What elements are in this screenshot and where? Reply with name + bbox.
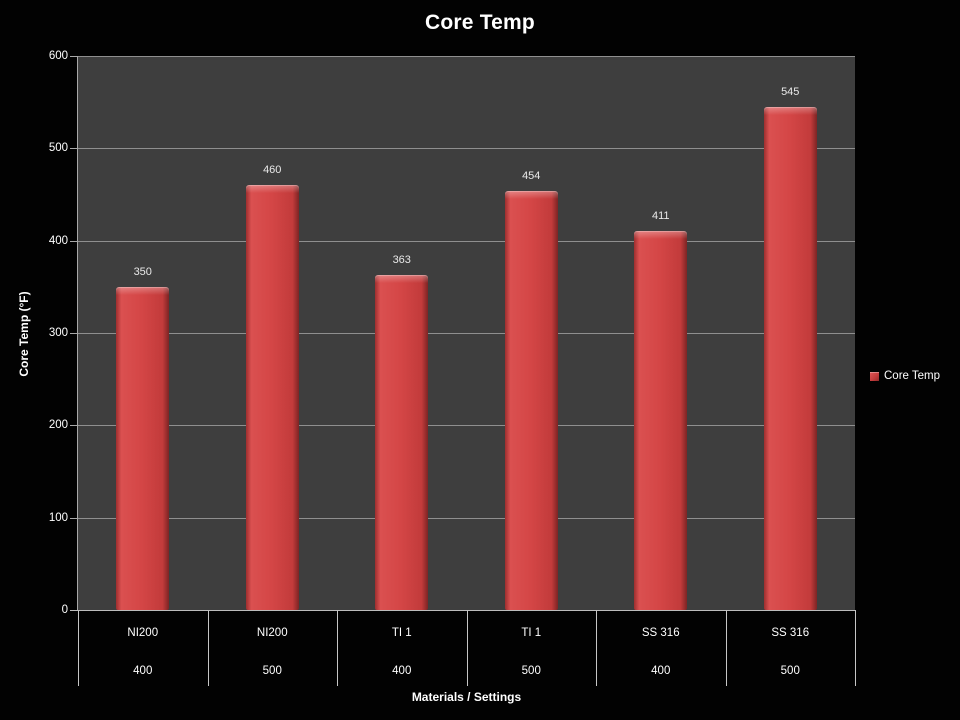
category-material-label: NI200 xyxy=(127,627,159,639)
y-axis-line xyxy=(77,56,78,611)
y-tick-label-500: 500 xyxy=(48,142,68,154)
category-setting-label: 400 xyxy=(133,665,153,677)
y-tick-label-600: 600 xyxy=(48,50,68,62)
gridline-500 xyxy=(78,148,855,149)
legend-label: Core Temp xyxy=(884,370,941,382)
y-tick-100 xyxy=(70,518,77,519)
category-material-label: TI 1 xyxy=(391,627,412,639)
category-material-label: SS 316 xyxy=(771,627,810,639)
category-material-label: SS 316 xyxy=(641,627,680,639)
x-axis-line xyxy=(70,610,856,611)
y-tick-label-100: 100 xyxy=(48,512,68,524)
legend: Core Temp xyxy=(870,368,940,384)
y-tick-label-300: 300 xyxy=(48,327,68,339)
gridline-200 xyxy=(78,425,855,426)
y-tick-300 xyxy=(70,333,77,334)
bar-value-label: 363 xyxy=(392,253,411,266)
chart-title: Core Temp xyxy=(425,11,535,34)
gridline-600 xyxy=(78,56,855,57)
category-setting-label: 400 xyxy=(651,665,671,677)
y-tick-label-200: 200 xyxy=(48,419,68,431)
category-setting-label: 500 xyxy=(521,665,541,677)
bar xyxy=(375,274,429,610)
x-axis-title: Materials / Settings xyxy=(411,690,522,704)
legend-marker-icon xyxy=(870,371,879,381)
category-divider xyxy=(337,610,338,686)
gridline-400 xyxy=(78,241,855,242)
bar-value-label: 350 xyxy=(133,265,152,278)
y-tick-label-400: 400 xyxy=(48,235,68,247)
y-tick-500 xyxy=(70,148,77,149)
y-tick-200 xyxy=(70,425,77,426)
y-tick-400 xyxy=(70,241,77,242)
bar-value-label: 545 xyxy=(781,85,800,98)
bar xyxy=(245,185,299,610)
category-divider xyxy=(207,610,209,686)
y-tick-label-0: 0 xyxy=(61,604,68,616)
category-divider xyxy=(855,610,856,686)
bar xyxy=(634,230,688,610)
category-divider xyxy=(725,610,727,686)
category-divider xyxy=(466,610,468,686)
bar xyxy=(116,286,170,610)
bar xyxy=(504,190,558,610)
category-divider xyxy=(78,610,79,686)
category-setting-label: 500 xyxy=(780,665,800,677)
gridline-300 xyxy=(78,333,855,334)
bar-value-label: 454 xyxy=(522,169,541,182)
category-setting-label: 400 xyxy=(392,665,412,677)
category-material-label: NI200 xyxy=(256,627,288,639)
bar-value-label: 411 xyxy=(651,209,670,222)
category-divider xyxy=(596,610,597,686)
gridline-100 xyxy=(78,518,855,519)
category-material-label: TI 1 xyxy=(521,627,542,639)
y-tick-600 xyxy=(70,56,77,57)
bar-value-label: 460 xyxy=(263,164,282,177)
category-setting-label: 500 xyxy=(262,665,282,677)
y-axis-title: Core Temp (°F) xyxy=(17,291,31,377)
bar xyxy=(763,106,817,610)
